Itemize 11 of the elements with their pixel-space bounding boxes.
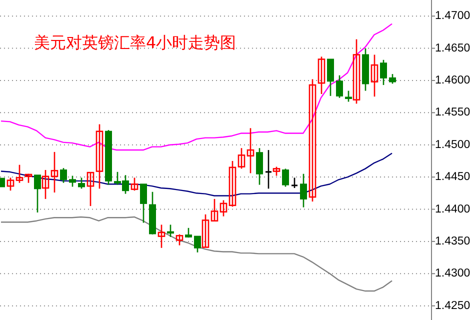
y-tick-label: 1.4450 <box>435 171 470 184</box>
y-tick-label: 1.4700 <box>435 10 470 22</box>
y-tick-label: 1.4550 <box>435 106 470 119</box>
y-tick-label: 1.4300 <box>435 268 470 280</box>
y-tick-label: 1.4500 <box>435 138 470 151</box>
y-tick-label: 1.4400 <box>435 203 470 216</box>
y-tick-label: 1.4350 <box>435 235 470 248</box>
y-tick-label: 1.4250 <box>435 300 470 312</box>
y-tick-label: 1.4650 <box>435 42 470 54</box>
y-tick-label: 1.4600 <box>435 74 470 87</box>
text: 美元对英镑汇率4小时走势图 <box>34 33 236 52</box>
